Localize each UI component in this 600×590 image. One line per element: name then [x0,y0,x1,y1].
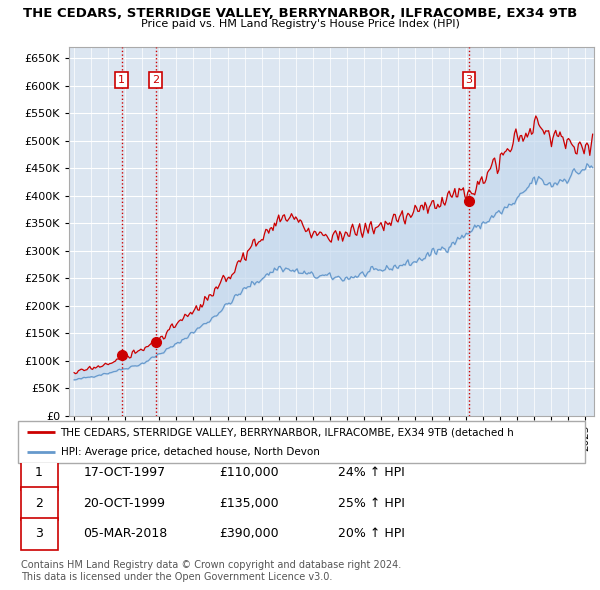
Text: 1: 1 [118,75,125,85]
Bar [21,517,58,550]
Text: 2: 2 [152,75,160,85]
Bar [21,457,58,490]
Text: This data is licensed under the Open Government Licence v3.0.: This data is licensed under the Open Gov… [21,572,332,582]
Text: 2: 2 [35,497,43,510]
Text: 20% ↑ HPI: 20% ↑ HPI [338,527,405,540]
Bar [21,487,58,520]
Text: 24% ↑ HPI: 24% ↑ HPI [338,466,405,479]
Text: £110,000: £110,000 [219,466,279,479]
Text: 3: 3 [35,527,43,540]
Text: 20-OCT-1999: 20-OCT-1999 [83,497,165,510]
Text: HPI: Average price, detached house, North Devon: HPI: Average price, detached house, Nort… [61,447,319,457]
Text: 25% ↑ HPI: 25% ↑ HPI [338,497,405,510]
Text: 1: 1 [35,466,43,479]
Text: 3: 3 [466,75,473,85]
Text: 17-OCT-1997: 17-OCT-1997 [83,466,166,479]
Text: £135,000: £135,000 [219,497,279,510]
Text: 05-MAR-2018: 05-MAR-2018 [83,527,167,540]
Text: THE CEDARS, STERRIDGE VALLEY, BERRYNARBOR, ILFRACOMBE, EX34 9TB (detached h: THE CEDARS, STERRIDGE VALLEY, BERRYNARBO… [61,427,514,437]
Text: Price paid vs. HM Land Registry's House Price Index (HPI): Price paid vs. HM Land Registry's House … [140,19,460,30]
Text: THE CEDARS, STERRIDGE VALLEY, BERRYNARBOR, ILFRACOMBE, EX34 9TB: THE CEDARS, STERRIDGE VALLEY, BERRYNARBO… [23,7,577,20]
Text: £390,000: £390,000 [219,527,279,540]
Text: Contains HM Land Registry data © Crown copyright and database right 2024.: Contains HM Land Registry data © Crown c… [21,560,401,571]
